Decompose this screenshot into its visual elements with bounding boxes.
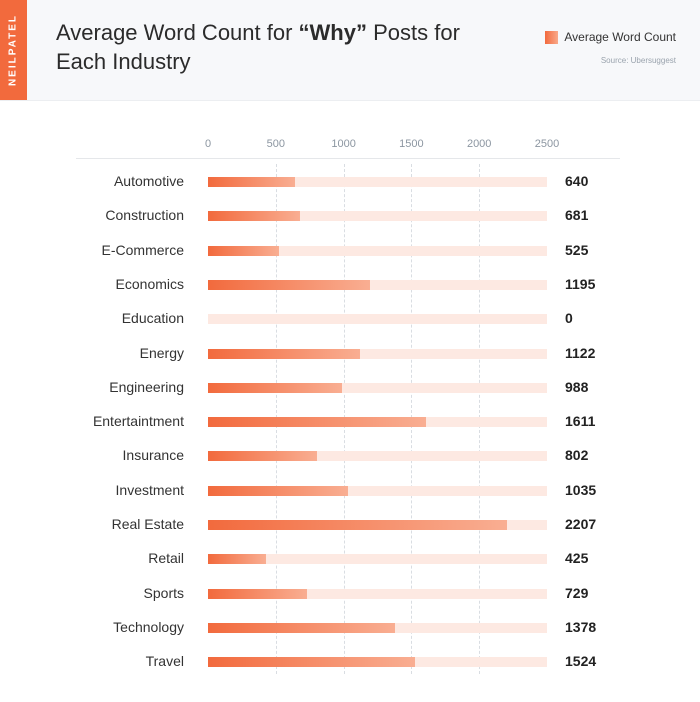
category-label: Education bbox=[121, 310, 184, 327]
chart-legend: Average Word Count bbox=[545, 30, 676, 44]
bar bbox=[208, 177, 295, 187]
category-label: Engineering bbox=[109, 378, 184, 395]
x-tick-label: 500 bbox=[266, 138, 285, 150]
bar-track bbox=[208, 348, 547, 359]
category-label: Investment bbox=[115, 481, 184, 498]
bar-track bbox=[208, 382, 547, 393]
value-label: 525 bbox=[565, 241, 589, 258]
category-label: Real Estate bbox=[111, 516, 184, 532]
legend-label: Average Word Count bbox=[564, 30, 676, 44]
x-tick-label: 2000 bbox=[466, 138, 492, 150]
x-axis-line bbox=[76, 158, 620, 159]
x-tick-label: 1000 bbox=[331, 138, 356, 150]
brand-logo-text: NEILPATEL bbox=[7, 13, 19, 87]
bar-track bbox=[208, 588, 547, 599]
bar bbox=[208, 622, 395, 633]
bar bbox=[208, 554, 266, 565]
bar-track bbox=[208, 245, 547, 256]
bar bbox=[208, 279, 371, 290]
chart-title-part: Posts for Each Industry bbox=[56, 20, 460, 74]
category-label: Technology bbox=[113, 618, 184, 635]
category-label: Insurance bbox=[122, 447, 184, 464]
value-label: 425 bbox=[565, 550, 589, 567]
bar bbox=[208, 485, 349, 496]
bar bbox=[208, 382, 342, 393]
chart-title-part: Average Word Count for bbox=[56, 20, 299, 45]
value-label: 1524 bbox=[565, 653, 597, 670]
category-label: Automotive bbox=[113, 173, 184, 189]
category-label: Entertaintment bbox=[92, 413, 184, 430]
value-label: 640 bbox=[565, 173, 589, 189]
value-label: 2207 bbox=[565, 516, 597, 532]
bar-track bbox=[208, 279, 547, 290]
value-label: 1195 bbox=[565, 275, 596, 292]
bar bbox=[208, 245, 280, 256]
category-label: Travel bbox=[145, 653, 184, 670]
bar bbox=[208, 417, 427, 428]
bar-track bbox=[208, 554, 547, 565]
value-label: 0 bbox=[565, 310, 573, 327]
category-label: E-Commerce bbox=[101, 241, 184, 258]
bar-track bbox=[208, 451, 547, 462]
brand-tab: NEILPATEL bbox=[0, 0, 27, 100]
value-label: 729 bbox=[565, 584, 589, 601]
value-label: 1035 bbox=[565, 481, 597, 498]
chart-header: NEILPATEL Average Word Count for “Why” P… bbox=[0, 0, 700, 101]
bar bbox=[208, 211, 301, 222]
bar bbox=[208, 657, 415, 668]
category-label: Retail bbox=[148, 550, 184, 567]
value-label: 1122 bbox=[565, 344, 596, 361]
chart-title: Average Word Count for “Why” Posts for E… bbox=[56, 18, 476, 76]
bar bbox=[208, 588, 307, 599]
bar-track bbox=[208, 211, 547, 222]
bar-track bbox=[208, 485, 547, 496]
legend-swatch bbox=[545, 30, 559, 44]
value-label: 1378 bbox=[565, 618, 597, 635]
x-tick-label: 2500 bbox=[534, 138, 560, 150]
category-label: Construction bbox=[105, 207, 184, 224]
x-tick-label: 0 bbox=[204, 138, 212, 150]
value-label: 1611 bbox=[565, 413, 596, 430]
value-label: 988 bbox=[565, 378, 589, 395]
value-label: 802 bbox=[565, 447, 589, 464]
bar-track bbox=[208, 314, 547, 325]
bar bbox=[208, 451, 317, 462]
source-note: Source: Ubersuggest bbox=[600, 56, 676, 65]
value-label: 681 bbox=[565, 207, 589, 224]
chart-title-emphasis: “Why” bbox=[298, 20, 367, 45]
bar-track bbox=[208, 177, 547, 187]
x-tick-label: 1500 bbox=[399, 138, 424, 150]
bar bbox=[208, 520, 508, 530]
category-label: Sports bbox=[143, 584, 184, 601]
category-label: Energy bbox=[139, 344, 184, 361]
bar bbox=[208, 348, 361, 359]
category-label: Economics bbox=[115, 275, 184, 292]
